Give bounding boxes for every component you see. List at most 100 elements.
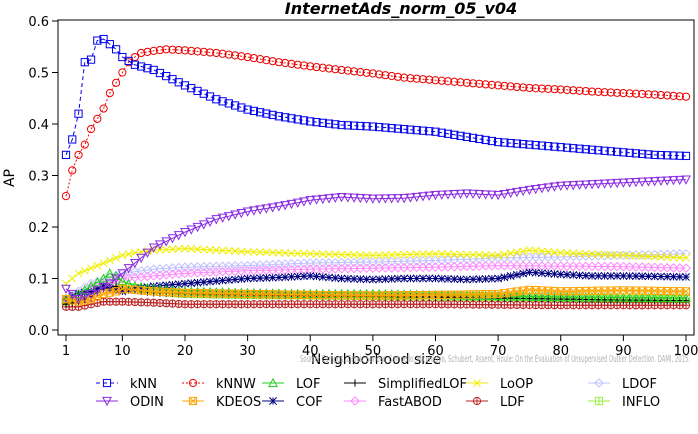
data-point-knnw: [481, 80, 490, 89]
data-point-knn: [249, 106, 258, 116]
data-point-knn: [418, 126, 428, 135]
data-point-cof: [669, 272, 678, 281]
legend-swatch-marker: [188, 378, 198, 388]
data-point-knnw: [218, 49, 227, 58]
data-point-knn: [437, 128, 446, 137]
legend-item-lof: LOF: [262, 377, 321, 392]
legend-swatch-marker: [102, 396, 112, 407]
data-point-lof: [236, 287, 247, 297]
data-point-loop: [638, 252, 647, 261]
data-point-cof: [187, 279, 196, 288]
data-point-odin: [98, 282, 109, 293]
data-point-knn: [218, 97, 227, 106]
data-point-knn: [375, 122, 384, 132]
data-point-fastabod: [643, 262, 654, 273]
data-point-knn: [61, 150, 71, 160]
data-point-knnw: [569, 86, 578, 95]
data-point-cof: [287, 272, 296, 281]
data-point-loop: [193, 245, 202, 254]
data-point-cof: [412, 274, 421, 283]
data-point-odin: [449, 190, 460, 200]
data-point-odin: [92, 286, 103, 296]
legend-label: LDOF: [622, 377, 657, 392]
chart-title: InternetAds_norm_05_v04: [285, 0, 517, 18]
data-point-odin: [499, 189, 510, 200]
data-point-fastabod: [549, 261, 560, 271]
data-point-loop: [581, 249, 590, 258]
x-tick-label: 80: [552, 344, 569, 359]
data-point-fastabod: [505, 260, 516, 271]
data-point-odin: [436, 190, 447, 200]
data-point-knnw: [400, 73, 409, 82]
data-point-odin: [104, 279, 115, 289]
data-point-knnw: [487, 80, 496, 89]
data-point-cof: [481, 274, 490, 283]
data-point-knnw: [437, 76, 446, 85]
data-point-lof: [386, 289, 397, 299]
data-point-knnw: [230, 51, 240, 60]
data-point-loop: [500, 250, 509, 259]
data-point-odin: [117, 269, 128, 279]
data-point-lof: [518, 291, 529, 301]
data-point-odin: [480, 190, 491, 200]
data-point-loop: [74, 269, 83, 278]
data-point-knnw: [74, 150, 83, 159]
data-point-loop: [350, 250, 359, 259]
data-point-odin: [549, 182, 560, 192]
data-point-odin: [656, 176, 666, 187]
data-point-fastabod: [624, 262, 635, 272]
data-point-cof: [218, 276, 227, 285]
data-point-knn: [312, 118, 321, 127]
data-point-odin: [424, 191, 435, 201]
data-point-loop: [650, 252, 659, 261]
data-point-knnw: [606, 88, 615, 97]
data-point-cof: [475, 275, 484, 284]
data-point-knn: [575, 144, 584, 153]
data-point-loop: [80, 266, 89, 275]
data-point-odin: [299, 197, 309, 207]
data-point-cof: [519, 269, 528, 278]
x-tick-label: 50: [365, 344, 382, 359]
data-point-fastabod: [574, 261, 585, 272]
data-point-cof: [375, 275, 384, 284]
data-point-knn: [531, 141, 540, 150]
legend-label: INFLO: [622, 395, 660, 410]
data-point-odin: [267, 203, 278, 213]
data-point-knnw: [581, 87, 590, 96]
data-point-lof: [537, 291, 547, 301]
data-point-lof: [562, 291, 572, 302]
data-point-loop: [675, 253, 684, 262]
data-point-knnw: [450, 77, 459, 86]
data-point-loop: [512, 248, 521, 257]
data-point-knnw: [137, 48, 146, 58]
data-point-lof: [286, 288, 297, 298]
data-point-loop: [118, 251, 127, 260]
data-point-knnw: [193, 47, 202, 56]
data-point-knnw: [155, 45, 165, 55]
data-point-odin: [367, 194, 378, 204]
data-point-fastabod: [681, 263, 691, 274]
data-point-knn: [180, 81, 190, 90]
data-point-knn: [256, 108, 265, 117]
legend-label: ODIN: [130, 395, 164, 410]
data-point-lof: [111, 270, 122, 281]
data-point-lof: [299, 288, 309, 298]
data-point-knnw: [644, 90, 653, 99]
data-point-fastabod: [662, 262, 673, 273]
data-point-odin: [186, 225, 197, 235]
data-point-odin: [474, 190, 485, 200]
data-point-loop: [68, 274, 77, 283]
data-point-cof: [425, 274, 434, 283]
data-point-loop: [419, 250, 427, 259]
data-point-knnw: [306, 62, 315, 71]
data-point-odin: [618, 178, 629, 188]
data-point-odin: [292, 198, 303, 208]
y-tick-label: 0.0: [28, 324, 49, 339]
data-point-cof: [494, 274, 503, 283]
data-point-lof: [649, 292, 660, 302]
data-point-knn: [162, 72, 171, 81]
legend-swatch-marker: [351, 379, 359, 387]
data-point-odin: [248, 206, 259, 216]
data-point-odin: [386, 194, 397, 204]
data-point-knn: [506, 138, 515, 148]
